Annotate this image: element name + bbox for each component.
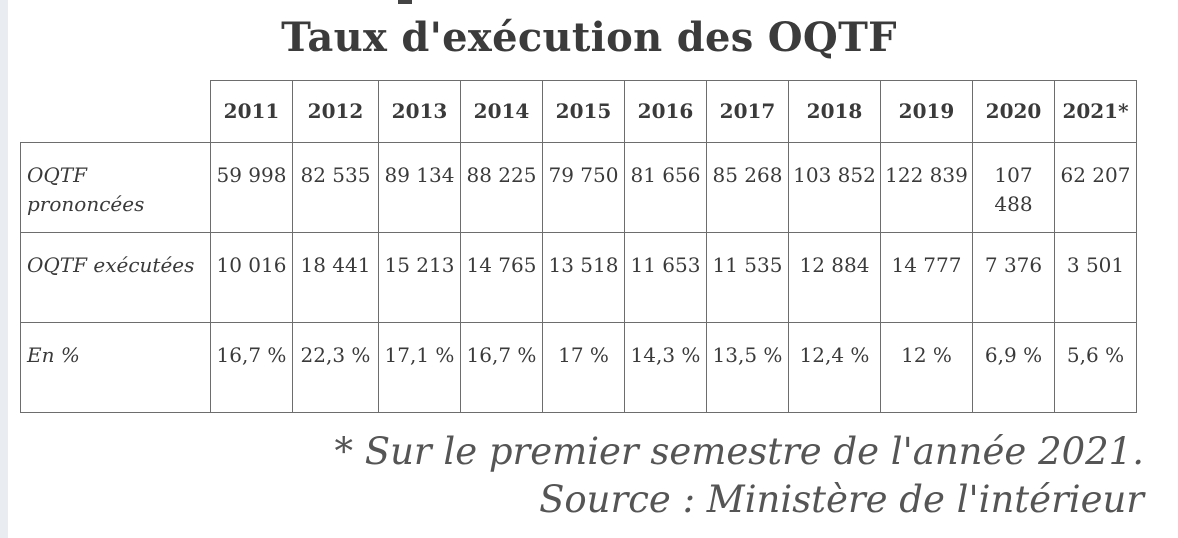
- table-cell: 17 %: [542, 322, 625, 413]
- table-cell: 62 207: [1054, 142, 1137, 233]
- table-cell: 16,7 %: [460, 322, 543, 413]
- table-cell: 15 213: [378, 232, 461, 323]
- table-cell: 5,6 %: [1054, 322, 1137, 413]
- table-cell: 17,1 %: [378, 322, 461, 413]
- table-row: OQTF exécutées 10 016 18 441 15 213 14 7…: [20, 232, 1137, 323]
- table-cell: 12 884: [788, 232, 881, 323]
- table-row: En % 16,7 % 22,3 % 17,1 % 16,7 % 17 % 14…: [20, 322, 1137, 413]
- footnote-source: Source : Ministère de l'intérieur: [539, 478, 1144, 521]
- column-header: 2015: [542, 80, 625, 143]
- table-cell: 81 656: [624, 142, 707, 233]
- table-cell: 14 765: [460, 232, 543, 323]
- table-cell: 14,3 %: [624, 322, 707, 413]
- left-edge-strip: [0, 0, 8, 538]
- column-header: 2021*: [1054, 80, 1137, 143]
- row-label: OQTF prononcées: [20, 142, 211, 233]
- table-cell: 11 653: [624, 232, 707, 323]
- table-cell: 14 777: [880, 232, 973, 323]
- table-cell: 85 268: [706, 142, 789, 233]
- table-cell: 107 488: [972, 142, 1055, 233]
- row-label: OQTF exécutées: [20, 232, 211, 323]
- table-cell: 13 518: [542, 232, 625, 323]
- table-cell: 13,5 %: [706, 322, 789, 413]
- table-cell: 88 225: [460, 142, 543, 233]
- table-cell: 103 852: [788, 142, 881, 233]
- corner-cell: [20, 80, 211, 143]
- table-cell: 122 839: [880, 142, 973, 233]
- table-cell: 12,4 %: [788, 322, 881, 413]
- column-header: 2020: [972, 80, 1055, 143]
- table-cell: 18 441: [292, 232, 379, 323]
- column-header: 2019: [880, 80, 973, 143]
- table-cell: 10 016: [210, 232, 293, 323]
- top-crop-mark: [398, 0, 412, 4]
- table-cell: 3 501: [1054, 232, 1137, 323]
- column-header: 2017: [706, 80, 789, 143]
- header-row: 2011 2012 2013 2014 2015 2016 2017 2018 …: [20, 80, 1137, 143]
- table-cell: 22,3 %: [292, 322, 379, 413]
- table-title: Taux d'exécution des OQTF: [281, 14, 897, 61]
- column-header: 2012: [292, 80, 379, 143]
- table-cell: 59 998: [210, 142, 293, 233]
- column-header: 2018: [788, 80, 881, 143]
- column-header: 2013: [378, 80, 461, 143]
- column-header: 2016: [624, 80, 707, 143]
- column-header: 2011: [210, 80, 293, 143]
- footnote: * Sur le premier semestre de l'année 202…: [334, 428, 1144, 524]
- oqtf-table: 2011 2012 2013 2014 2015 2016 2017 2018 …: [20, 80, 1137, 413]
- footnote-note: * Sur le premier semestre de l'année 202…: [334, 430, 1144, 473]
- table-row: OQTF prononcées 59 998 82 535 89 134 88 …: [20, 142, 1137, 233]
- table-cell: 11 535: [706, 232, 789, 323]
- table-cell: 6,9 %: [972, 322, 1055, 413]
- table-cell: 79 750: [542, 142, 625, 233]
- table-cell: 12 %: [880, 322, 973, 413]
- table-cell: 89 134: [378, 142, 461, 233]
- column-header: 2014: [460, 80, 543, 143]
- table-cell: 7 376: [972, 232, 1055, 323]
- row-label: En %: [20, 322, 211, 413]
- table-cell: 16,7 %: [210, 322, 293, 413]
- table-cell: 82 535: [292, 142, 379, 233]
